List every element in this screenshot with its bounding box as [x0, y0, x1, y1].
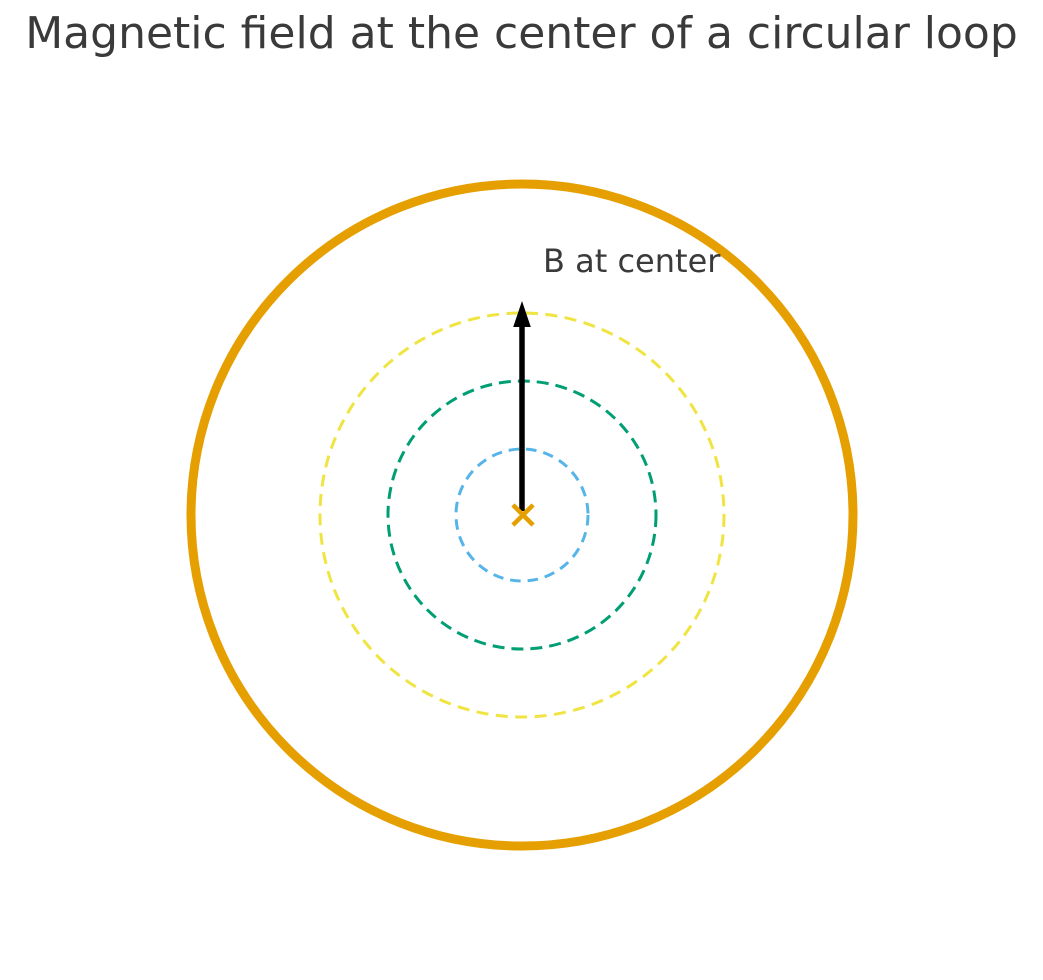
field-ring-inner: [454, 447, 590, 583]
b-arrow-label: B at center: [543, 242, 721, 280]
b-field-arrow-head-icon: [513, 301, 531, 327]
figure-title: Magnetic field at the center of a circul…: [25, 8, 1018, 59]
field-ring-outer: [318, 311, 726, 719]
center-x-marker-icon: [511, 503, 535, 527]
current-loop-circle: [186, 179, 858, 851]
